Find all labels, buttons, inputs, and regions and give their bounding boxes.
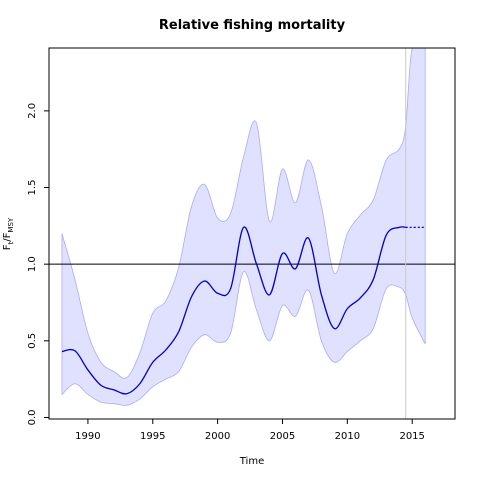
y-label-base-2: F xyxy=(2,232,13,238)
confidence-band xyxy=(61,48,426,406)
x-tick-label: 1995 xyxy=(140,431,165,442)
y-tick-label: 2.0 xyxy=(27,103,38,119)
y-tick-label: 1.0 xyxy=(27,256,38,272)
plot-area xyxy=(49,48,455,419)
y-tick-label: 1.5 xyxy=(27,180,38,196)
y-axis: 0.0 0.5 1.0 1.5 2.0 xyxy=(27,103,49,426)
x-tick-label: 2000 xyxy=(205,431,230,442)
x-axis: 1990 1995 2000 2005 2010 2015 xyxy=(75,419,425,442)
chart-title: Relative fishing mortality xyxy=(159,18,346,33)
y-label-base: F xyxy=(2,244,13,250)
y-label-num-sub: t xyxy=(7,241,15,244)
x-tick-label: 1990 xyxy=(75,431,100,442)
x-axis-label: Time xyxy=(239,456,264,467)
plot-frame xyxy=(48,47,456,420)
y-label-den-sub: MSY xyxy=(7,217,15,232)
x-tick-label: 2005 xyxy=(270,431,295,442)
x-tick-label: 2010 xyxy=(335,431,360,442)
y-tick-label: 0.0 xyxy=(27,410,38,426)
x-tick-label: 2015 xyxy=(399,431,424,442)
y-axis-label: Ft/FMSY xyxy=(2,217,15,250)
series-line xyxy=(61,226,406,395)
y-tick-label: 0.5 xyxy=(27,333,38,349)
